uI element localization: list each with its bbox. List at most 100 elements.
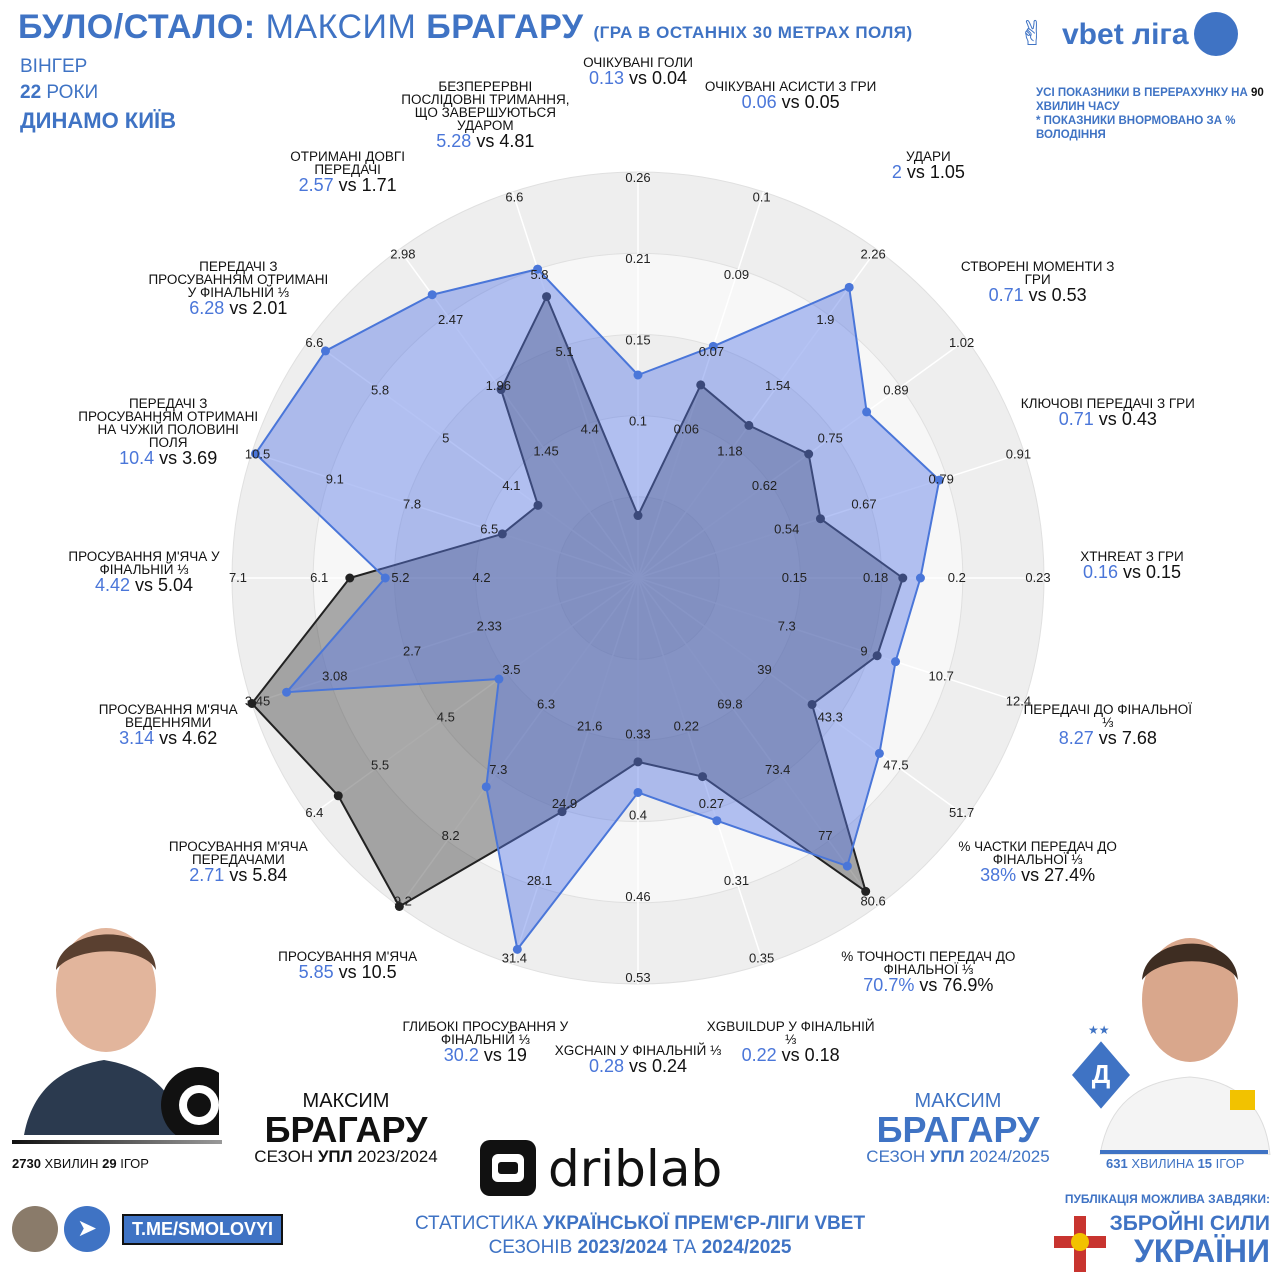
vs-word: vs	[1023, 284, 1052, 305]
tick-label: 6.1	[310, 570, 328, 585]
point-old-3	[804, 449, 814, 459]
metric-name: XGCHAIN У ФІНАЛЬНІЙ ⅓	[554, 1043, 722, 1058]
value-new: 0.13	[588, 68, 624, 88]
value-old: 7.68	[1121, 727, 1157, 748]
point-new-3	[862, 407, 872, 417]
metric-name: ГЛИБОКІ ПРОСУВАННЯ У ФІНАЛЬНІЙ ⅓	[402, 1018, 569, 1047]
radar-spoke	[511, 191, 639, 579]
metric-name: УДАРИ	[905, 149, 951, 165]
point-old-6	[872, 651, 882, 661]
metric-name: % ТОЧНОСТІ ПЕРЕДАЧ ДО ФІНАЛЬНОЇ ⅓	[841, 948, 1016, 977]
metric-label: ОТРИМАНІ ДОВГІ ПЕРЕДАЧІ 2.57 vs 1.71	[258, 150, 438, 194]
tick-label: 1.96	[486, 378, 511, 393]
left-player-photo	[14, 900, 237, 1143]
metric-values: 0.22 vs 0.18	[701, 1046, 881, 1064]
title-prefix: БУЛО/СТАЛО:	[18, 8, 256, 46]
tick-label: 6.5	[480, 522, 498, 537]
value-old: 0.53	[1051, 284, 1087, 305]
tick-label: 6.6	[505, 190, 523, 205]
right-player-minutes: 631 ХВИЛИНА 15 ІГОР	[1106, 1156, 1245, 1171]
tick-label: 2.47	[438, 312, 463, 327]
vs-word: vs	[471, 131, 500, 152]
tick-label: 0.67	[851, 497, 876, 512]
right-first-name: МАКСИМ	[914, 1090, 1002, 1112]
metric-name: ПЕРЕДАЧІ З ПРОСУВАННЯМ ОТРИМАНІ У ФІНАЛЬ…	[148, 258, 329, 300]
value-new: 5.28	[436, 131, 472, 152]
tick-label: 5.5	[371, 757, 389, 772]
metric-label: УДАРИ 2 vs 1.05	[838, 149, 1018, 181]
tick-label: 80.6	[860, 894, 885, 909]
vs-word: vs	[1093, 727, 1122, 748]
point-new-14	[282, 687, 292, 697]
tick-label: 31.4	[502, 950, 527, 965]
point-new-7	[874, 748, 884, 758]
tick-label: 4.5	[437, 710, 455, 725]
tick-label: 1.45	[533, 443, 558, 458]
note-text-d: * ПОКАЗНИКИ ВНОРМОВАНО ЗА % ВОЛОДІННЯ	[1036, 115, 1236, 141]
value-old: 1.05	[929, 162, 965, 183]
metric-label: ПРОСУВАННЯ М'ЯЧА 5.85 vs 10.5	[258, 949, 438, 982]
radar-spoke	[309, 338, 639, 579]
metric-name: XTHREAT З ГРИ	[1080, 549, 1184, 564]
radar-spoke	[637, 577, 765, 965]
tick-label: 0.91	[1006, 446, 1031, 461]
player-face	[56, 928, 156, 1052]
value-old: 0.43	[1121, 409, 1157, 430]
victory-hand-icon: ✌	[1018, 15, 1047, 53]
vs-word: vs	[1117, 562, 1146, 582]
tick-label: 5.2	[391, 570, 409, 585]
tick-label: 0.89	[883, 383, 908, 398]
tick-label: 0.21	[625, 251, 650, 266]
point-old-15	[345, 573, 355, 583]
metric-name: КЛЮЧОВІ ПЕРЕДАЧІ З ГРИ	[1020, 396, 1195, 412]
telegram-link[interactable]: ➤ T.ME/SMOLOVYI	[12, 1206, 322, 1252]
point-new-8	[842, 861, 852, 871]
left-player-minutes: 2730 ХВИЛИН 29 ІГОР	[12, 1156, 149, 1171]
tick-label: 69.8	[717, 697, 742, 712]
page-title: БУЛО/СТАЛО: МАКСИМ БРАГАРУ (ГРА В ОСТАНН…	[18, 8, 913, 47]
vs-word: vs	[224, 297, 253, 318]
metric-values: 2 vs 1.05	[838, 163, 1018, 181]
left-last-name: БРАГАРУ	[264, 1109, 428, 1150]
point-new-15	[380, 573, 390, 583]
note-text-b: 90	[1250, 87, 1264, 99]
tick-label: 6.4	[305, 805, 323, 820]
tick-label: 5	[442, 430, 449, 445]
point-old-19	[542, 292, 552, 302]
tick-label: 4.4	[581, 421, 599, 436]
telegram-handle[interactable]: T.ME/SMOLOVYI	[122, 1214, 284, 1245]
league-logo-text: vbet ліга	[1062, 18, 1189, 51]
tick-label: 5.1	[556, 344, 574, 359]
tick-label: 1.18	[717, 443, 742, 458]
point-new-10	[633, 787, 643, 797]
value-old: 19	[506, 1044, 527, 1065]
tick-label: 7.1	[229, 570, 247, 585]
player-position: ВІНГЕР	[20, 56, 88, 77]
metric-values: 6.28 vs 2.01	[148, 299, 328, 317]
tick-label: 51.7	[949, 805, 974, 820]
left-season: СЕЗОН УПЛ 2023/2024	[254, 1147, 438, 1166]
value-new: 0.71	[988, 284, 1024, 305]
tick-label: 1.9	[816, 312, 834, 327]
tick-label: 7.3	[778, 618, 796, 633]
metric-label: ПРОСУВАННЯ М'ЯЧА ВЕДЕННЯМИ 3.14 vs 4.62	[78, 701, 258, 746]
point-old-2	[744, 420, 754, 430]
metric-label: СТВОРЕНІ МОМЕНТИ З ГРИ 0.71 vs 0.53	[948, 259, 1128, 304]
point-new-16	[251, 449, 261, 459]
point-old-11	[557, 807, 567, 817]
point-old-0	[633, 511, 643, 521]
value-new: 2	[891, 162, 902, 183]
tick-label: 0.18	[863, 570, 888, 585]
value-new: 5.85	[298, 961, 334, 982]
tick-label: 0.26	[625, 170, 650, 185]
radar-spoke	[309, 577, 639, 818]
value-new: 38%	[980, 865, 1017, 886]
metric-name: ОЧІКУВАНІ АСИСТИ З ГРИ	[704, 79, 877, 95]
point-old-1	[696, 380, 706, 390]
value-new: 0.28	[588, 1056, 624, 1076]
metric-values: 0.71 vs 0.53	[948, 286, 1128, 304]
player-hair	[1142, 943, 1238, 980]
player-face	[1142, 938, 1238, 1062]
point-old-10	[633, 757, 643, 767]
metric-name: ПРОСУВАННЯ М'ЯЧА ВЕДЕННЯМИ	[98, 701, 238, 730]
